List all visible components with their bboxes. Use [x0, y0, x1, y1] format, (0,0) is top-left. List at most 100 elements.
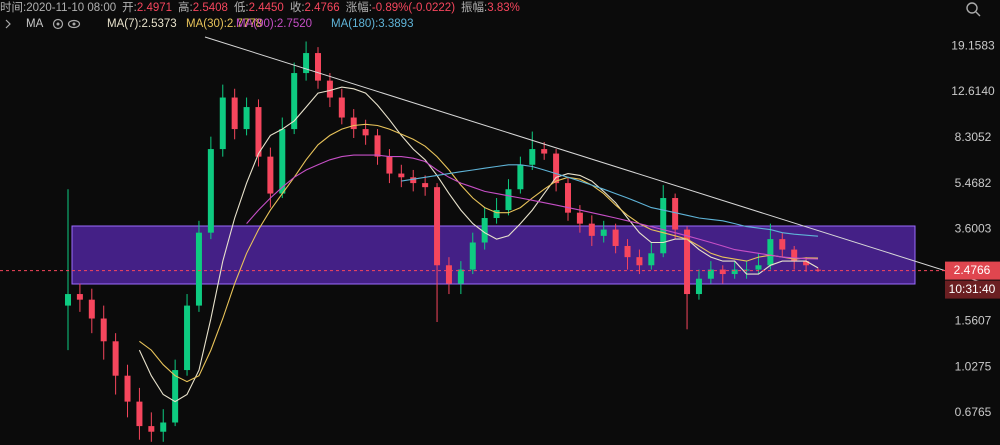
candle-body [195, 232, 202, 306]
candle-body [624, 245, 631, 258]
ohlc-value: 3.83% [487, 2, 520, 14]
candle-body [88, 299, 95, 319]
legend-entry: MA(7):2.5373 [107, 18, 177, 30]
indicator-label[interactable]: MA [26, 18, 44, 30]
candle-body [386, 156, 393, 174]
ohlc-value: 2020-11-10 08:00 [26, 2, 117, 14]
candle-body [362, 129, 369, 136]
candle-body [410, 177, 417, 184]
candle-body [326, 80, 333, 98]
candle-body [707, 269, 714, 279]
candle-body [112, 341, 119, 376]
search-circle [966, 2, 978, 14]
candle-body [648, 253, 655, 266]
candle-body [184, 305, 191, 371]
ohlc-item: 收:2.4766 [290, 0, 340, 16]
candle-body [219, 97, 226, 150]
ma-line [139, 123, 819, 383]
ohlc-value: -0.89%(-0.0222) [371, 2, 456, 14]
y-tick-label: 12.6140 [951, 84, 995, 98]
candle-body [231, 97, 238, 130]
countdown-label: 10:31:40 [949, 282, 996, 296]
ma-line [401, 164, 819, 237]
ohlc-label: 高: [178, 2, 193, 14]
candle-body [505, 189, 512, 211]
candle-body [445, 265, 452, 284]
ma-line [246, 154, 819, 260]
candle-body [172, 370, 179, 423]
candle-body [65, 294, 71, 306]
candle-body [684, 229, 691, 295]
last-price-tag [945, 261, 1000, 280]
y-tick-label: 0.6765 [955, 405, 992, 419]
candle-body [255, 107, 262, 157]
last-price-label: 2.4766 [954, 263, 991, 277]
range-zone [71, 225, 916, 285]
legend-entry: MA(30):2.7778 [186, 18, 263, 30]
candle-body [541, 149, 548, 154]
candle-body [600, 229, 607, 236]
candle-body [731, 269, 738, 275]
candle-body [160, 422, 167, 432]
ohlc-header: 时间:2020-11-10 08:00 开:2.4971 高:2.5408 低:2.4… [0, 0, 520, 16]
ohlc-label: 振幅: [461, 2, 488, 14]
ohlc-value: 2.5408 [192, 2, 228, 14]
candle-body [767, 239, 774, 266]
candle-body [148, 426, 155, 432]
ohlc-label: 收: [289, 2, 305, 14]
candle-body [136, 401, 143, 427]
candle-body [422, 183, 429, 188]
candle-body [124, 375, 131, 402]
candle-body [279, 129, 286, 194]
ohlc-item: 涨幅:-0.89%(-0.0222) [346, 0, 455, 16]
candle-body [350, 117, 357, 130]
candle-body [576, 212, 583, 224]
ohlc-value: 2.4766 [304, 2, 340, 14]
candle-body [315, 53, 321, 81]
ohlc-item: 时间:2020-11-10 08:00 [0, 0, 116, 16]
ohlc-item: 高:2.5408 [178, 0, 228, 16]
candle-body [529, 149, 536, 165]
ohlc-label: 时间: [0, 2, 27, 14]
search-icon[interactable] [962, 0, 986, 20]
candle-body [672, 198, 679, 230]
legend-entry: MA(180):3.3893 [331, 18, 414, 30]
y-tick-label: 3.6003 [955, 222, 992, 236]
candle-body [803, 261, 810, 266]
ohlc-item: 振幅:3.83% [461, 0, 520, 16]
candle-body [338, 97, 345, 118]
candle-body [779, 239, 786, 250]
candle-body [76, 294, 83, 300]
candle-body [481, 218, 488, 243]
candle-body [588, 223, 595, 236]
candle-body [457, 269, 464, 284]
candle-body [398, 173, 405, 178]
candle-body [243, 107, 250, 130]
ohlc-item: 开:2.4971 [122, 0, 172, 16]
candle-body [553, 153, 560, 184]
search-handle [975, 11, 981, 17]
candle-body [636, 257, 643, 266]
candle-body [743, 269, 750, 271]
candle-body [374, 135, 381, 157]
candle-body [719, 269, 726, 275]
y-tick-label: 19.1583 [951, 38, 995, 52]
legend-entry: MA(90):2.7520 [236, 18, 313, 30]
candle-body [291, 73, 298, 130]
y-tick-label: 1.5607 [955, 313, 992, 327]
candle-body [493, 210, 500, 219]
candle-body [612, 229, 619, 246]
candle-body [755, 265, 762, 270]
countdown-tag [945, 280, 1000, 299]
candle-body [469, 242, 476, 270]
ohlc-value: 2.4971 [136, 2, 173, 14]
ohlc-item: 低:2.4450 [234, 0, 284, 16]
candle-body [695, 278, 702, 295]
ohlc-label: 开: [122, 2, 137, 14]
y-tick-label: 1.0275 [955, 359, 992, 373]
candle-body [434, 187, 441, 266]
candle-body [791, 249, 798, 262]
